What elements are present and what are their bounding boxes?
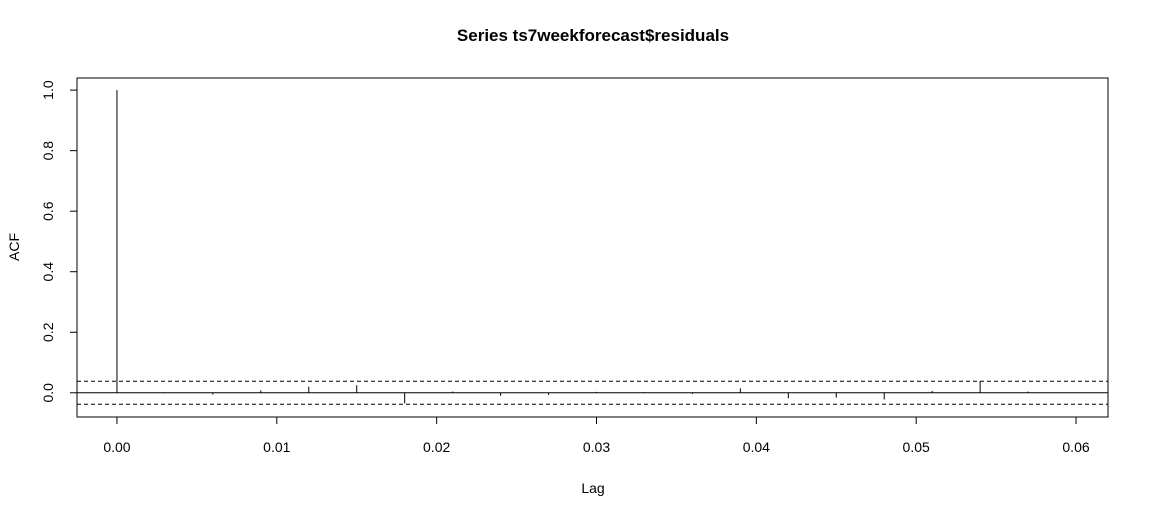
x-tick-label: 0.04 [743,439,770,455]
y-tick-label: 0.8 [40,141,56,161]
y-axis-label: ACF [6,233,22,261]
x-tick-label: 0.06 [1062,439,1089,455]
chart-title: Series ts7weekforecast$residuals [457,26,729,45]
confidence-bounds [77,380,1108,405]
x-tick-label: 0.03 [583,439,610,455]
y-tick-label: 0.4 [40,262,56,282]
x-tick-label: 0.05 [903,439,930,455]
x-tick-label: 0.00 [103,439,130,455]
y-tick-label: 0.6 [40,201,56,221]
y-tick-label: 0.0 [40,383,56,403]
y-tick-label: 0.2 [40,322,56,342]
acf-spikes [116,90,1029,404]
x-tick-label: 0.01 [263,439,290,455]
y-axis: 0.0 0.2 0.4 0.6 0.8 1.0 [40,80,78,403]
plot-frame [76,77,1109,418]
x-tick-label: 0.02 [423,439,450,455]
x-axis: 0.00 0.01 0.02 0.03 0.04 0.05 0.06 [103,416,1090,455]
x-axis-label: Lag [581,480,604,496]
y-tick-label: 1.0 [40,80,56,100]
